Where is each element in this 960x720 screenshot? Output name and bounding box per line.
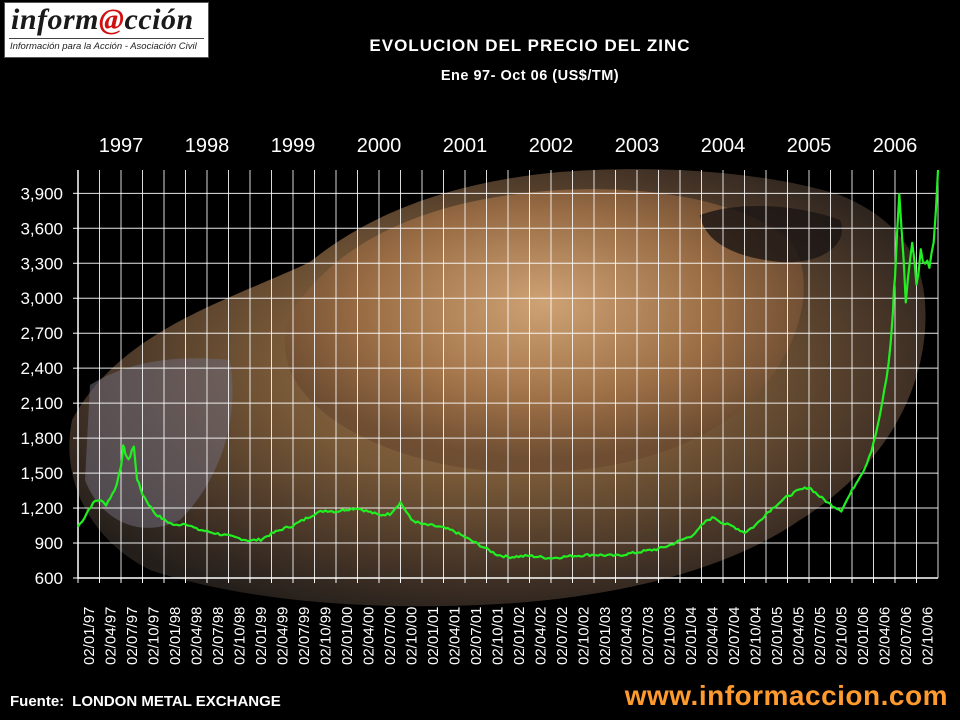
year-label: 2002: [529, 135, 574, 157]
x-tick-label: 02/01/03: [597, 607, 614, 665]
x-tick-label: 02/07/02: [554, 607, 571, 665]
y-tick-label: 2,700: [20, 324, 63, 343]
y-tick-label: 3,000: [20, 289, 63, 308]
year-label: 2003: [615, 135, 660, 157]
source-value: LONDON METAL EXCHANGE: [72, 693, 281, 710]
x-tick-label: 02/10/99: [318, 607, 335, 665]
x-tick-label: 02/01/00: [339, 607, 356, 665]
y-tick-label: 600: [35, 569, 63, 588]
x-tick-label: 02/07/05: [812, 607, 829, 665]
x-tick-label: 02/04/98: [189, 607, 206, 665]
x-tick-label: 02/07/98: [210, 607, 227, 665]
x-tick-label: 02/04/03: [619, 607, 636, 665]
logo: inform@cción Información para la Acción …: [4, 2, 209, 58]
x-tick-label: 02/04/00: [361, 607, 378, 665]
y-tick-label: 1,200: [20, 499, 63, 518]
x-tick-label: 02/01/06: [855, 607, 872, 665]
y-axis-tick-labels: 600 900 1,200 1,500 1,800 2,100 2,400 2,700 3,00…: [20, 184, 63, 588]
year-label: 2001: [443, 135, 488, 157]
y-tick-label: 2,400: [20, 359, 63, 378]
year-label: 2000: [357, 135, 402, 157]
x-tick-label: 02/04/99: [275, 607, 292, 665]
year-label: 2006: [873, 135, 918, 157]
logo-name-suffix: cción: [124, 3, 194, 36]
y-tick-label: 3,600: [20, 219, 63, 238]
year-label: 1997: [99, 135, 144, 157]
x-tick-label: 02/10/03: [662, 607, 679, 665]
year-label: 2005: [787, 135, 832, 157]
x-tick-label: 02/01/98: [167, 607, 184, 665]
series-line-zinc-price: [77, 169, 940, 560]
y-tick-label: 1,500: [20, 464, 63, 483]
x-tick-label: 02/10/97: [146, 607, 163, 665]
series-group: [77, 169, 940, 560]
x-axis-tick-labels: 02/01/97 02/04/97 02/07/97 02/10/97 02/01/98…: [81, 607, 937, 665]
x-tick-label: 02/10/02: [576, 607, 593, 665]
year-label: 1999: [271, 135, 316, 157]
logo-divider: [9, 38, 204, 39]
x-tick-label: 02/04/04: [705, 607, 722, 665]
background-mineral-image: [69, 169, 926, 607]
x-tick-label: 02/07/06: [898, 607, 915, 665]
x-tick-label: 02/01/99: [253, 607, 270, 665]
x-tick-label: 02/07/00: [382, 607, 399, 665]
logo-wordmark: inform@cción: [11, 3, 194, 37]
source-note: Fuente: LONDON METAL EXCHANGE: [10, 693, 289, 710]
logo-name-prefix: inform: [11, 3, 100, 36]
logo-tagline: Información para la Acción - Asociación …: [10, 41, 197, 52]
logo-at-sign: @: [99, 3, 125, 36]
x-tick-label: 02/10/01: [490, 607, 507, 665]
x-tick-label: 02/10/04: [748, 607, 765, 665]
x-tick-label: 02/10/00: [404, 607, 421, 665]
gridlines: [77, 170, 939, 579]
x-tick-label: 02/01/05: [769, 607, 786, 665]
x-tick-label: 02/04/06: [877, 607, 894, 665]
year-label: 1998: [185, 135, 230, 157]
x-tick-label: 02/07/01: [468, 607, 485, 665]
axes: [73, 170, 938, 583]
chart-title: EVOLUCION DEL PRECIO DEL ZINC: [369, 36, 691, 55]
x-tick-label: 02/10/06: [920, 607, 937, 665]
y-tick-label: 3,900: [20, 184, 63, 203]
x-tick-label: 02/01/97: [81, 607, 98, 665]
year-label: 2004: [701, 135, 746, 157]
chart-subtitle: Ene 97- Oct 06 (US$/TM): [440, 68, 620, 84]
year-labels: 1997 1998 1999 2000 2001 2002 2003 2004 2005 2006: [99, 135, 918, 157]
x-tick-label: 02/01/01: [425, 607, 442, 665]
y-tick-label: 1,800: [20, 429, 63, 448]
x-tick-label: 02/04/02: [533, 607, 550, 665]
y-tick-label: 900: [35, 534, 63, 553]
y-tick-label: 2,100: [20, 394, 63, 413]
x-tick-label: 02/01/02: [511, 607, 528, 665]
x-tick-label: 02/07/97: [124, 607, 141, 665]
x-tick-label: 02/10/05: [834, 607, 851, 665]
website-link[interactable]: www.informaccion.com: [624, 680, 948, 711]
x-tick-label: 02/07/04: [726, 607, 743, 665]
x-tick-label: 02/10/98: [232, 607, 249, 665]
y-tick-label: 3,300: [20, 254, 63, 273]
source-label: Fuente:: [10, 693, 65, 710]
x-tick-label: 02/04/97: [103, 607, 120, 665]
x-tick-label: 02/07/03: [640, 607, 657, 665]
x-tick-label: 02/01/04: [683, 607, 700, 665]
x-tick-label: 02/04/05: [791, 607, 808, 665]
x-tick-label: 02/04/01: [447, 607, 464, 665]
x-tick-label: 02/07/99: [296, 607, 313, 665]
